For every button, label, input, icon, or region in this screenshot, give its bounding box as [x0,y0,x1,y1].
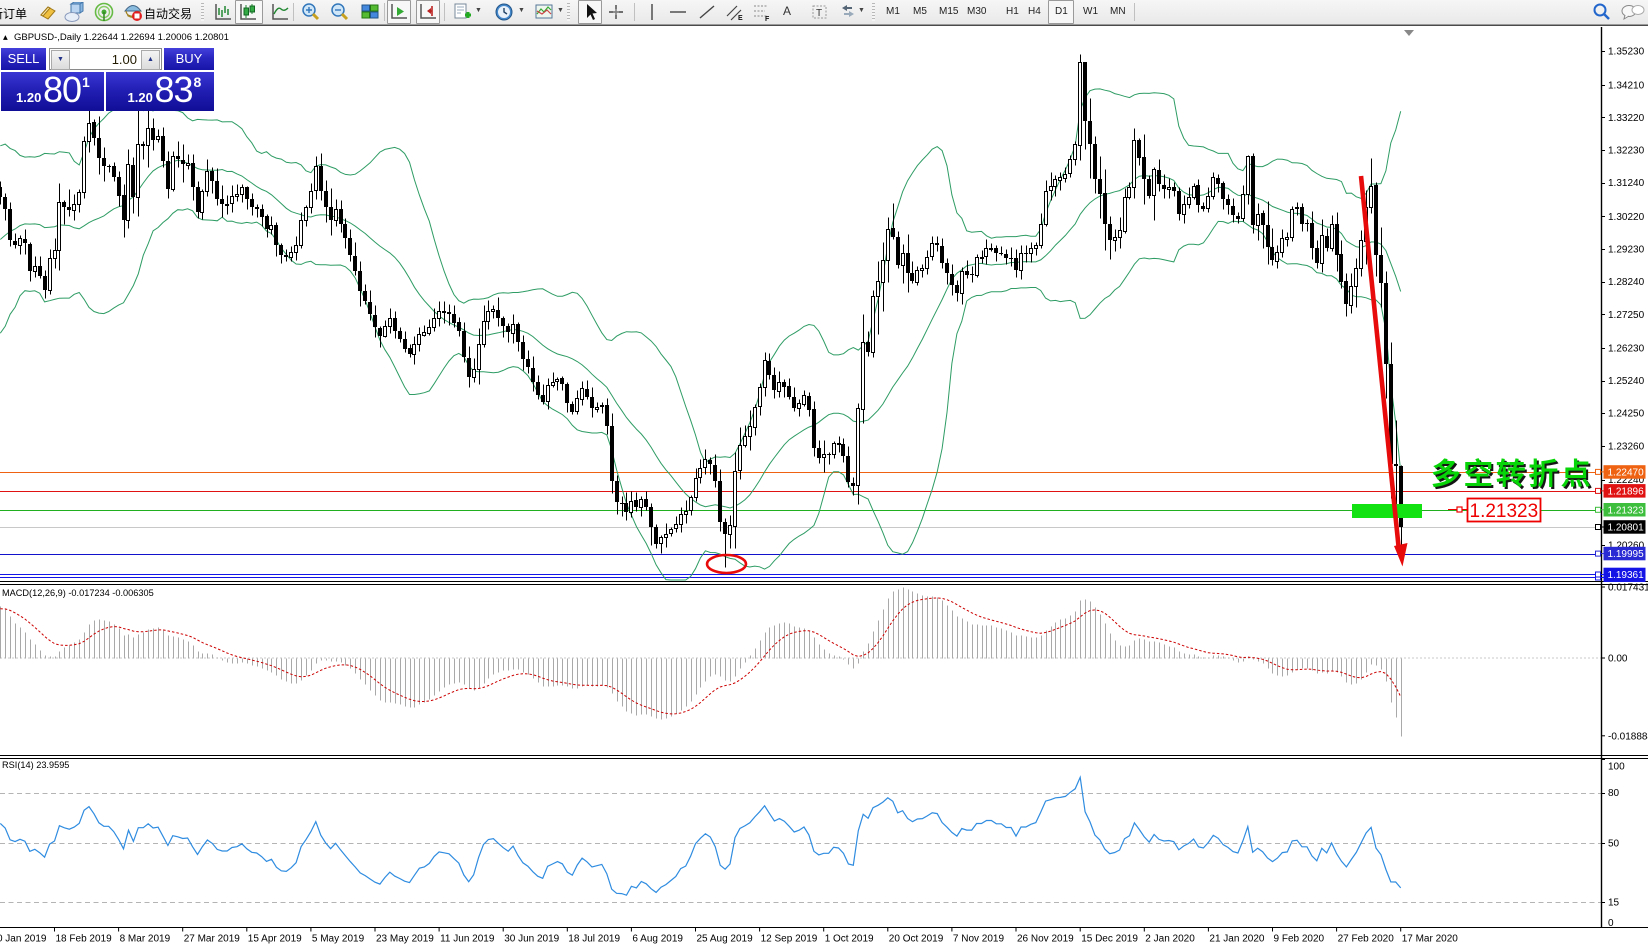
svg-text:E: E [738,15,743,22]
svg-text:27 Feb 2020: 27 Feb 2020 [1338,934,1395,945]
svg-text:1.21323: 1.21323 [1608,505,1645,516]
svg-text:GBPUSD-,Daily 1.22644 1.22694: GBPUSD-,Daily 1.22644 1.22694 1.20006 1.… [14,32,229,43]
svg-text:20 Oct 2019: 20 Oct 2019 [889,934,944,945]
svg-text:0: 0 [1608,918,1614,929]
svg-text:多空转折点: 多空转折点 [1433,460,1596,493]
svg-text:1.19361: 1.19361 [1608,570,1645,581]
svg-text:1.19995: 1.19995 [1608,549,1645,560]
svg-text:21 Jan 2020: 21 Jan 2020 [1209,934,1264,945]
svg-text:23 May 2019: 23 May 2019 [376,934,434,945]
svg-text:12 Sep 2019: 12 Sep 2019 [761,934,818,945]
svg-text:1.35230: 1.35230 [1608,47,1645,58]
svg-text:▴: ▴ [3,32,8,43]
svg-text:多空转折点: 多空转折点 [1431,458,1594,491]
svg-text:1.29230: 1.29230 [1608,245,1645,256]
svg-text:MACD(12,26,9) -0.017234 -0.006: MACD(12,26,9) -0.017234 -0.006305 [2,588,154,598]
svg-text:1.30220: 1.30220 [1608,212,1645,223]
svg-text:50: 50 [1608,839,1620,850]
svg-text:25 Aug 2019: 25 Aug 2019 [697,934,754,945]
svg-text:1.31240: 1.31240 [1608,178,1645,189]
svg-text:1.21896: 1.21896 [1608,487,1645,498]
svg-text:30 Jan 2019: 30 Jan 2019 [0,934,47,945]
svg-text:100: 100 [1608,762,1625,773]
svg-text:RSI(14) 23.9595: RSI(14) 23.9595 [2,760,69,770]
svg-text:15: 15 [1608,897,1620,908]
svg-text:F: F [765,16,770,22]
svg-text:1.28240: 1.28240 [1608,277,1645,288]
svg-text:1.20801: 1.20801 [1608,523,1645,534]
svg-text:1.20260: 1.20260 [1608,540,1645,551]
svg-text:11 Jun 2019: 11 Jun 2019 [440,934,495,945]
svg-text:1.26230: 1.26230 [1608,343,1645,354]
svg-text:15 Apr 2019: 15 Apr 2019 [248,934,302,945]
svg-text:1.34210: 1.34210 [1608,80,1645,91]
svg-text:1.23260: 1.23260 [1608,441,1645,452]
svg-text:0.017431: 0.017431 [1608,583,1648,594]
svg-text:27 Mar 2019: 27 Mar 2019 [184,934,241,945]
svg-text:18 Jul 2019: 18 Jul 2019 [568,934,620,945]
svg-text:1.22470: 1.22470 [1608,468,1645,479]
svg-text:26 Nov 2019: 26 Nov 2019 [1017,934,1074,945]
svg-text:1.21323: 1.21323 [1470,501,1539,522]
svg-text:1.33220: 1.33220 [1608,113,1645,124]
svg-text:1.27250: 1.27250 [1608,310,1645,321]
svg-text:17 Mar 2020: 17 Mar 2020 [1402,934,1459,945]
svg-text:5 May 2019: 5 May 2019 [312,934,365,945]
svg-text:80: 80 [1608,788,1620,799]
svg-text:18 Feb 2019: 18 Feb 2019 [56,934,113,945]
svg-text:6 Aug 2019: 6 Aug 2019 [632,934,683,945]
svg-text:2 Jan 2020: 2 Jan 2020 [1145,934,1195,945]
svg-text:15 Dec 2019: 15 Dec 2019 [1081,934,1138,945]
svg-text:9 Feb 2020: 9 Feb 2020 [1274,934,1325,945]
svg-text:30 Jun 2019: 30 Jun 2019 [504,934,559,945]
svg-text:1.25240: 1.25240 [1608,376,1645,387]
svg-text:T: T [816,8,822,19]
svg-text:7 Nov 2019: 7 Nov 2019 [953,934,1005,945]
svg-text:1.22240: 1.22240 [1608,475,1645,486]
svg-text:1 Oct 2019: 1 Oct 2019 [825,934,874,945]
svg-text:1.32230: 1.32230 [1608,146,1645,157]
svg-text:0.00: 0.00 [1608,654,1628,665]
svg-text:-0.018884: -0.018884 [1608,731,1648,742]
svg-text:8 Mar 2019: 8 Mar 2019 [120,934,171,945]
svg-text:1.24250: 1.24250 [1608,409,1645,420]
